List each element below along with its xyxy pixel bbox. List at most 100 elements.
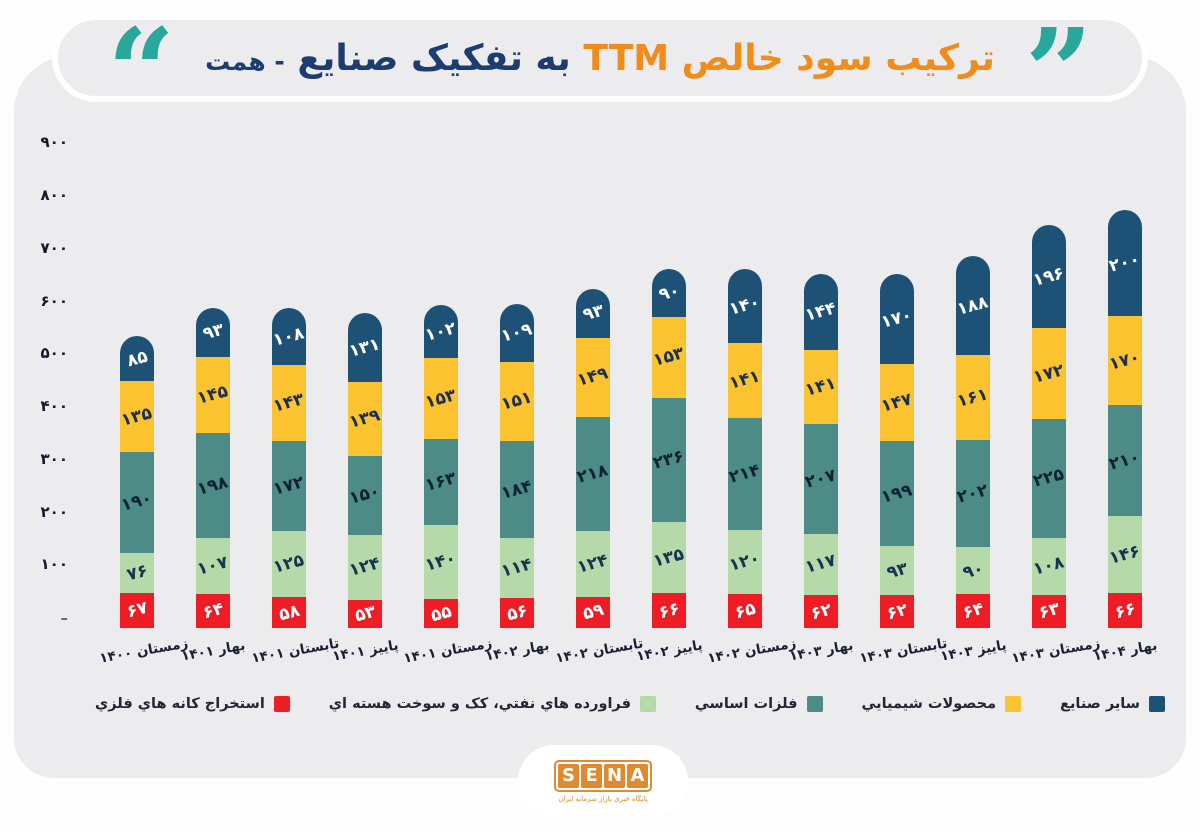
y-tick-label: ۸۰۰ bbox=[40, 186, 68, 204]
legend-label: استخراج كانه هاي فلزي bbox=[95, 696, 265, 712]
bar-segment: ۱۴۵ bbox=[195, 356, 231, 434]
bar-segment: ۱۴۰ bbox=[423, 525, 459, 599]
bar-segment-value: ۱۴۳ bbox=[271, 389, 307, 417]
legend-label: فراورده هاي نفتي، كک و سوخت هسته اي bbox=[328, 696, 631, 712]
bar-segment-value: ۱۲۴ bbox=[575, 550, 611, 578]
bar-segment-value: ۵۶ bbox=[504, 600, 530, 626]
bar-segment: ۱۲۴ bbox=[575, 531, 611, 597]
x-category-label: تابستان ۱۴۰۲ bbox=[554, 635, 645, 667]
bar-segment: ۱۴۴ bbox=[803, 274, 839, 351]
stacked-bar: ۵۸ ۱۲۵ ۱۷۲ ۱۴۳ ۱۰۸ bbox=[271, 308, 307, 628]
bar-segment-value: ۱۴۰ bbox=[727, 292, 763, 320]
bar-segment: ۱۹۹ bbox=[879, 441, 915, 547]
bar-segment-value: ۶۵ bbox=[732, 598, 758, 624]
page-title: ترکیب سود خالص TTM به تفکیک صنایع - همت bbox=[205, 38, 995, 79]
bar-segment-value: ۲۰۲ bbox=[955, 479, 991, 508]
bar-segment-value: ۱۰۹ bbox=[499, 319, 535, 347]
quote-close-icon: ” bbox=[1024, 2, 1093, 141]
bar-segment-value: ۱۷۰ bbox=[879, 305, 915, 333]
title-unit-part: - همت bbox=[205, 46, 285, 76]
bar-segment-value: ۵۵ bbox=[428, 601, 454, 626]
bar-segment: ۱۶۱ bbox=[955, 355, 991, 441]
legend-swatch bbox=[273, 696, 290, 712]
bar-slot: ۶۶ ۱۳۵ ۲۳۶ ۱۵۳ ۹۰ bbox=[631, 100, 707, 628]
bar-segment-value: ۱۴۱ bbox=[727, 366, 763, 395]
legend-item: فلزات اساسي bbox=[695, 696, 823, 712]
stacked-bar: ۵۹ ۱۲۴ ۲۱۸ ۱۴۹ ۹۳ bbox=[575, 288, 611, 628]
stacked-bar: ۶۵ ۱۲۰ ۲۱۴ ۱۴۱ ۱۴۰ bbox=[727, 269, 763, 628]
bar-segment: ۱۴۱ bbox=[727, 343, 763, 418]
bar-segment: ۵۸ bbox=[272, 597, 306, 628]
bar-slot: ۵۹ ۱۲۴ ۲۱۸ ۱۴۹ ۹۳ bbox=[555, 100, 631, 628]
bar-segment: ۸۵ bbox=[120, 336, 154, 382]
bar-segment-value: ۱۷۲ bbox=[271, 472, 307, 500]
bar-segment: ۲۳۶ bbox=[651, 397, 687, 522]
bar-segment-value: ۱۰۷ bbox=[195, 552, 231, 580]
bar-segment: ۱۹۰ bbox=[119, 452, 155, 553]
bar-segment: ۱۲۵ bbox=[271, 531, 307, 598]
bar-segment: ۶۴ bbox=[956, 594, 990, 628]
bar-segment: ۲۱۴ bbox=[727, 417, 763, 531]
title-bar: ” ترکیب سود خالص TTM به تفکیک صنایع - هم… bbox=[52, 13, 1148, 131]
sena-logo-letter: E bbox=[581, 763, 602, 788]
bar-segment: ۶۶ bbox=[652, 593, 686, 628]
bar-segment: ۱۵۳ bbox=[651, 316, 687, 398]
bar-segment: ۹۳ bbox=[196, 307, 230, 357]
title-orange-part: ترکیب سود خالص TTM bbox=[583, 37, 995, 79]
bar-slot: ۵۵ ۱۴۰ ۱۶۳ ۱۵۳ ۱۰۲ bbox=[403, 100, 479, 628]
bar-segment-value: ۶۲ bbox=[884, 599, 910, 624]
sena-logo-letter: N bbox=[604, 763, 625, 788]
bar-segment-value: ۱۸۸ bbox=[955, 292, 991, 320]
bar-segment-value: ۲۱۸ bbox=[575, 460, 611, 488]
bar-segment: ۱۷۰ bbox=[1107, 315, 1143, 406]
bar-segment: ۵۹ bbox=[576, 596, 610, 628]
x-category-label: تابستان ۱۴۰۳ bbox=[858, 635, 949, 667]
bar-segment-value: ۹۳ bbox=[200, 320, 226, 345]
bar-segment: ۶۴ bbox=[196, 594, 230, 628]
bar-segment-value: ۱۰۲ bbox=[423, 317, 459, 346]
bar-segment: ۷۶ bbox=[120, 552, 154, 593]
bar-segment-value: ۵۸ bbox=[276, 600, 302, 626]
stacked-bar: ۵۳ ۱۲۴ ۱۵۰ ۱۳۹ ۱۳۱ bbox=[347, 313, 383, 628]
bar-segment: ۵۶ bbox=[500, 598, 534, 628]
bar-slot: ۶۴ ۹۰ ۲۰۲ ۱۶۱ ۱۸۸ bbox=[935, 100, 1011, 628]
bar-segment: ۱۳۵ bbox=[119, 381, 155, 453]
bar-segment-value: ۱۴۵ bbox=[195, 381, 231, 409]
stacked-bar: ۵۶ ۱۱۴ ۱۸۴ ۱۵۱ ۱۰۹ bbox=[499, 304, 535, 628]
bar-segment-value: ۱۵۳ bbox=[651, 343, 687, 371]
legend-item: استخراج كانه هاي فلزي bbox=[95, 696, 290, 712]
bar-segment-value: ۱۵۳ bbox=[423, 385, 459, 413]
bar-segment-value: ۶۳ bbox=[1036, 599, 1062, 624]
bar-segment-value: ۶۴ bbox=[200, 598, 226, 624]
title-row: ” ترکیب سود خالص TTM به تفکیک صنایع - هم… bbox=[107, 13, 1093, 131]
bar-slot: ۵۸ ۱۲۵ ۱۷۲ ۱۴۳ ۱۰۸ bbox=[251, 100, 327, 628]
stacked-bar: ۶۶ ۱۴۶ ۲۱۰ ۱۷۰ ۲۰۰ bbox=[1107, 210, 1143, 628]
legend-swatch bbox=[639, 696, 656, 712]
bar-segment: ۵۵ bbox=[424, 599, 458, 628]
bar-segment-value: ۲۰۷ bbox=[803, 465, 839, 493]
quote-open-icon: “ bbox=[107, 2, 176, 141]
title-navy-part: به تفکیک صنایع bbox=[297, 37, 571, 79]
legend-swatch bbox=[806, 696, 823, 712]
bar-segment: ۱۲۰ bbox=[727, 530, 763, 594]
bar-segment-value: ۱۷۲ bbox=[1031, 360, 1067, 388]
stacked-bar: ۶۲ ۱۱۷ ۲۰۷ ۱۴۱ ۱۴۴ bbox=[803, 274, 839, 628]
bar-segment: ۶۲ bbox=[880, 595, 914, 628]
bar-segment-value: ۱۸۴ bbox=[499, 476, 535, 504]
bar-segment-value: ۶۴ bbox=[960, 598, 986, 624]
bar-segment: ۱۷۲ bbox=[1031, 328, 1067, 420]
bar-segment: ۱۴۰ bbox=[727, 269, 763, 344]
bar-segment: ۹۳ bbox=[880, 546, 914, 596]
bar-segment-value: ۱۴۷ bbox=[879, 388, 915, 417]
bar-segment: ۱۴۶ bbox=[1107, 516, 1143, 594]
bar-segment-value: ۱۳۱ bbox=[347, 333, 383, 362]
sena-logo-subtitle: پایگاه خبری بازار سرمایه ایران bbox=[558, 794, 648, 803]
bar-segment: ۱۴۱ bbox=[803, 350, 839, 425]
bar-segment-value: ۲۱۰ bbox=[1107, 447, 1143, 475]
bar-segment-value: ۱۳۵ bbox=[119, 403, 155, 431]
bar-segment-value: ۶۶ bbox=[1112, 598, 1138, 623]
bar-slot: ۶۶ ۱۴۶ ۲۱۰ ۱۷۰ ۲۰۰ bbox=[1087, 100, 1163, 628]
bar-slot: ۵۶ ۱۱۴ ۱۸۴ ۱۵۱ ۱۰۹ bbox=[479, 100, 555, 628]
bar-slot: ۶۵ ۱۲۰ ۲۱۴ ۱۴۱ ۱۴۰ bbox=[707, 100, 783, 628]
